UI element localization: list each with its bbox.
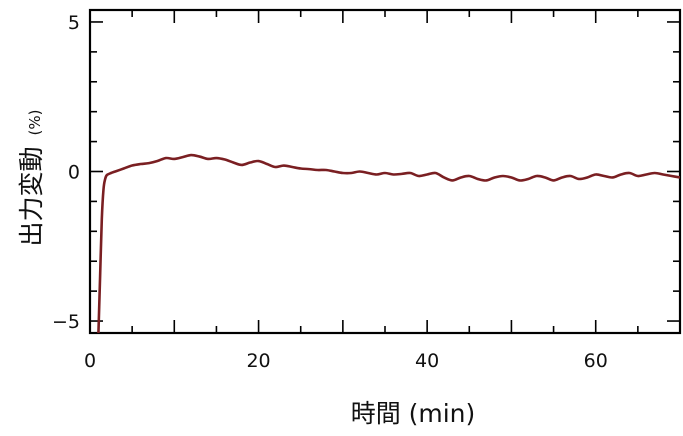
axis-ticks <box>89 10 681 333</box>
y-axis-title: 出力変動 (%) <box>17 109 46 246</box>
x-tick-label: 0 <box>84 350 96 372</box>
x-tick-label: 20 <box>246 350 270 372</box>
series-line <box>97 153 680 333</box>
plot-area: 0 20 40 60−505 <box>52 8 682 372</box>
x-tick-label: 60 <box>584 350 608 372</box>
series-group <box>97 153 680 333</box>
plot-frame <box>88 8 682 335</box>
axis-tick-labels: 0 20 40 60−505 <box>52 12 608 372</box>
y-axis-title-unit: (%) <box>26 109 44 135</box>
x-axis-title: 時間 (min) <box>351 399 476 428</box>
y-axis-title-main: 出力変動 <box>17 147 46 247</box>
y-tick-label: −5 <box>52 311 80 333</box>
y-tick-label: 0 <box>68 162 80 184</box>
x-tick-label: 40 <box>415 350 439 372</box>
y-tick-label: 5 <box>68 12 80 34</box>
